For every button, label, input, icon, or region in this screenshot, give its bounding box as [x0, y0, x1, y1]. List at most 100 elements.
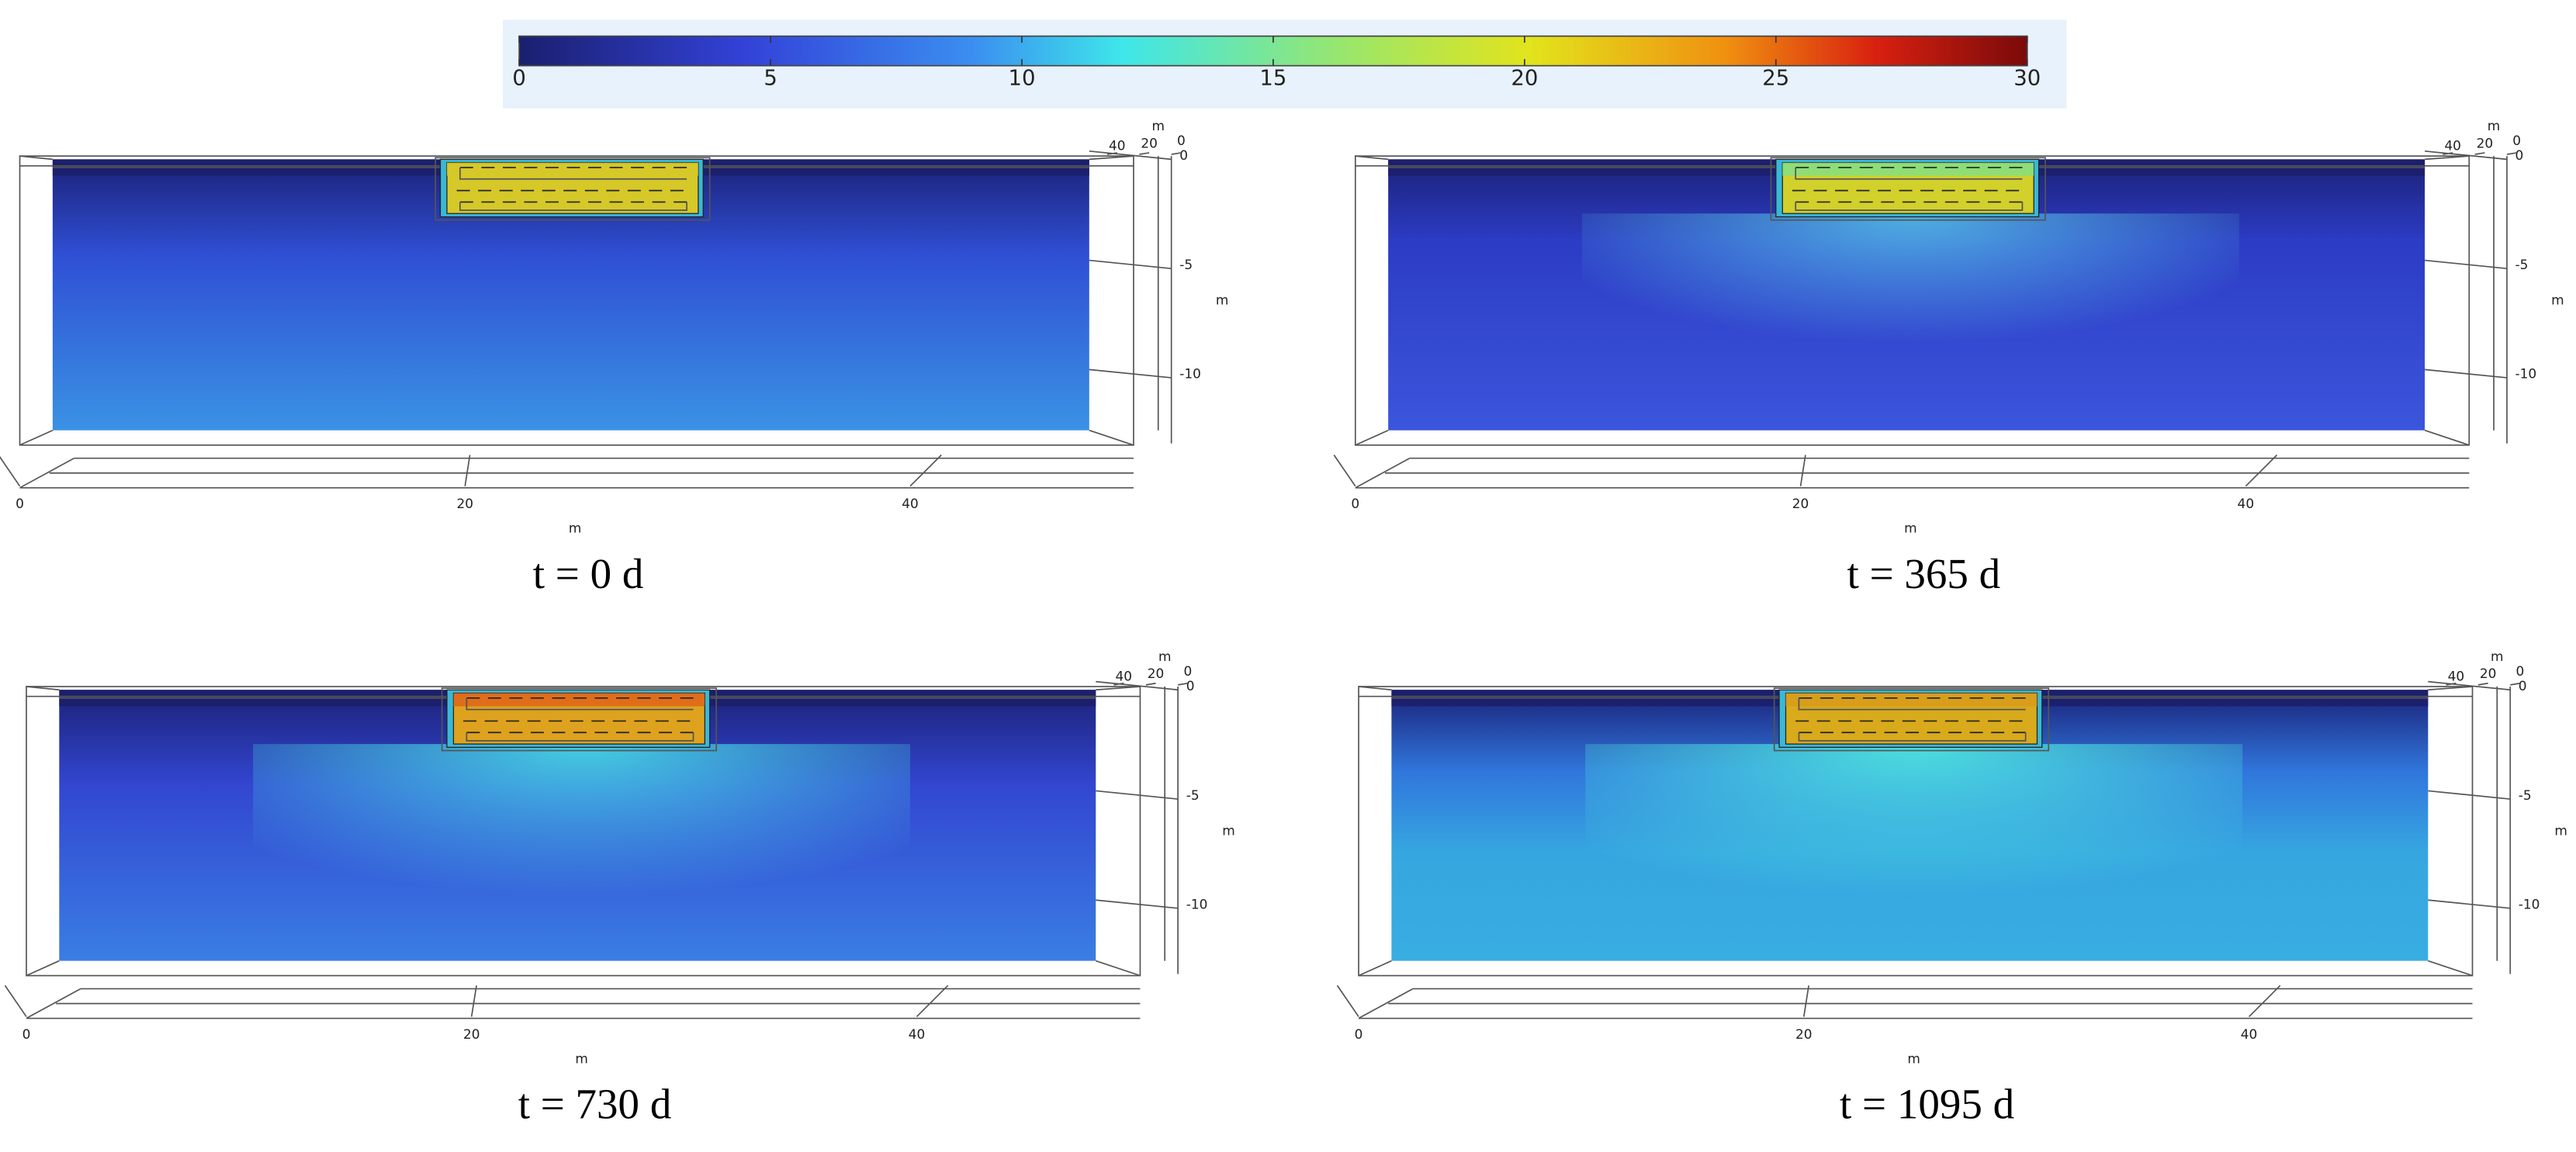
- z-axis-label: m: [2551, 292, 2564, 307]
- temperature-plume: [1581, 213, 2239, 431]
- z-tick: [2425, 368, 2508, 379]
- x-tick-label: 40: [909, 1026, 926, 1042]
- tank-top: [453, 693, 705, 707]
- box-edge: [19, 155, 53, 161]
- pipe: [466, 697, 694, 711]
- z-tick: [1096, 790, 1179, 800]
- y-tick-label: 0: [2516, 663, 2525, 679]
- x-tick-label: 20: [456, 496, 473, 511]
- z-tick-label: -5: [2519, 787, 2532, 803]
- temperature-plume: [1585, 744, 2243, 961]
- x-tick: [916, 984, 949, 1018]
- y-axis-label: m: [2488, 118, 2500, 133]
- z-tick: [1089, 259, 1172, 270]
- x-axis-label: m: [569, 521, 581, 536]
- z-tick-label: -10: [1179, 366, 1201, 382]
- y-axis-label: m: [1158, 649, 1171, 664]
- pipe: [459, 167, 687, 180]
- box-edge: [19, 429, 54, 446]
- panel-caption: t = 365 d: [1847, 550, 2001, 597]
- z-axis-label: m: [1216, 292, 1228, 307]
- y-tick: [2506, 152, 2517, 155]
- z-tick-label: -5: [1179, 257, 1193, 272]
- x-tick-label: 20: [1795, 1026, 1813, 1042]
- y-tick: [1106, 152, 1117, 155]
- box-edge: [1358, 686, 1392, 691]
- y-tick-label: 20: [2480, 666, 2497, 681]
- colorbar-tick-label: 0: [512, 66, 526, 91]
- y-tick: [2510, 682, 2521, 686]
- x-tick-label: 0: [16, 496, 24, 511]
- y-tick-label: 20: [1141, 135, 1158, 150]
- z-tick-label: 0: [2515, 147, 2524, 163]
- z-tick: [2425, 259, 2508, 270]
- z-tick: [1089, 368, 1172, 379]
- box-front: [1354, 155, 2470, 446]
- colorbar-tick-label: 10: [1009, 66, 1036, 91]
- y-tick: [2446, 682, 2457, 686]
- x-axis-plane: [26, 988, 81, 1019]
- x-tick: [1799, 455, 1806, 486]
- y-tick-label: 40: [2448, 668, 2465, 683]
- x-tick: [0, 455, 21, 487]
- z-tick: [1096, 899, 1179, 909]
- tank-top: [446, 162, 698, 176]
- temperature-plume: [253, 744, 911, 961]
- colorbar-tick-label: 15: [1259, 66, 1286, 91]
- z-tick: [1089, 150, 1172, 161]
- box-edge: [2425, 155, 2470, 161]
- z-tick: [2425, 150, 2508, 161]
- pipe: [1798, 697, 2026, 711]
- x-tick-label: 0: [1355, 1026, 1363, 1042]
- z-tick-label: 0: [1179, 147, 1188, 163]
- pipe: [1795, 202, 2024, 211]
- z-tick-label: -10: [2519, 897, 2540, 912]
- y-tick-label: 40: [1116, 668, 1133, 683]
- z-tick: [2428, 899, 2511, 909]
- x-tick-label: 0: [1351, 496, 1359, 511]
- x-tick: [1333, 454, 1356, 487]
- box-front: [26, 686, 1141, 977]
- y-axis-label: m: [2491, 649, 2503, 664]
- x-axis-plane: [1355, 457, 1411, 489]
- panel-caption: t = 730 d: [518, 1081, 672, 1128]
- z-tick-label: -10: [1186, 897, 1208, 912]
- z-tick-label: -5: [2515, 257, 2529, 272]
- tank-outline: [435, 157, 711, 221]
- z-tick: [2428, 680, 2511, 691]
- box-edge: [2428, 960, 2473, 977]
- box-front: [1358, 686, 2474, 977]
- x-axis-label: m: [1904, 521, 1916, 536]
- x-tick-label: 40: [902, 496, 919, 511]
- y-tick: [1145, 682, 1156, 686]
- z-tick: [2428, 790, 2511, 800]
- box-edge: [1355, 429, 1389, 446]
- x-axis-plane: [1358, 988, 1414, 1019]
- box-edge: [26, 960, 60, 977]
- y-tick-label: 0: [1177, 133, 1186, 148]
- box-edge: [1096, 686, 1141, 691]
- pipe: [1798, 732, 2027, 742]
- pipe: [1795, 167, 2023, 180]
- x-tick-label: 40: [2241, 1026, 2258, 1042]
- y-tick: [1171, 152, 1182, 155]
- box-edge: [2424, 429, 2470, 446]
- y-tick: [1113, 682, 1124, 686]
- y-tick-label: 20: [1148, 666, 1165, 681]
- z-tick-label: -5: [1186, 787, 1200, 803]
- pipe: [466, 732, 694, 742]
- x-tick-label: 20: [1792, 496, 1809, 511]
- z-tick: [1096, 680, 1179, 691]
- x-tick: [2245, 454, 2278, 487]
- box-edge: [1358, 960, 1392, 977]
- box-edge: [1089, 155, 1134, 161]
- y-tick-label: 20: [2477, 135, 2494, 150]
- colorbar-tick-label: 5: [763, 66, 777, 91]
- x-axis-label: m: [575, 1051, 587, 1067]
